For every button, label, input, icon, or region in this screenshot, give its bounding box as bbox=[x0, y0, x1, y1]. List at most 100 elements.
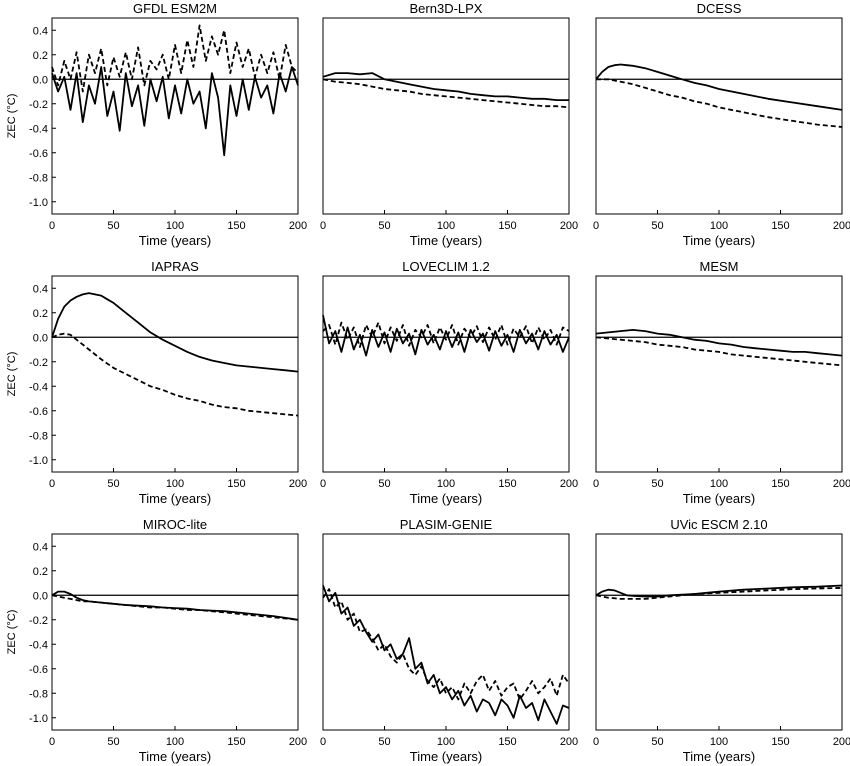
plot-frame bbox=[322, 275, 570, 473]
y-tick-label: -1.0 bbox=[29, 713, 48, 725]
y-tick-label: -1.0 bbox=[29, 197, 48, 209]
y-tick-label: 0.4 bbox=[33, 283, 48, 295]
y-tick-label: 0.0 bbox=[33, 74, 48, 86]
x-tick-label: 100 bbox=[166, 736, 184, 748]
panel-title: IAPRAS bbox=[151, 259, 199, 274]
x-tick-label: 50 bbox=[107, 736, 119, 748]
x-tick-label: 50 bbox=[651, 736, 663, 748]
x-tick-label: 150 bbox=[498, 220, 516, 232]
plot-frame bbox=[322, 533, 570, 731]
y-tick-label: 0.4 bbox=[33, 541, 48, 553]
panel-title: MESM bbox=[700, 259, 739, 274]
x-tick-label: 50 bbox=[107, 478, 119, 490]
x-tick-label: 0 bbox=[593, 478, 599, 490]
series-line-dashed bbox=[596, 78, 843, 128]
y-tick-label: -0.8 bbox=[29, 688, 48, 700]
y-tick-label: -0.2 bbox=[29, 357, 48, 369]
y-axis-label: ZEC (°C) bbox=[6, 610, 18, 655]
y-tick-label: 0.0 bbox=[33, 332, 48, 344]
y-tick-label: 0.2 bbox=[33, 308, 48, 320]
series-line-solid bbox=[51, 66, 299, 157]
x-tick-label: 150 bbox=[771, 220, 789, 232]
x-axis-label: Time (years) bbox=[139, 749, 211, 764]
x-tick-label: 150 bbox=[227, 220, 245, 232]
x-tick-label: 50 bbox=[651, 478, 663, 490]
series-line-solid bbox=[595, 328, 843, 357]
x-tick-label: 200 bbox=[560, 736, 578, 748]
x-tick-label: 100 bbox=[437, 478, 455, 490]
x-tick-label: 0 bbox=[593, 736, 599, 748]
series-line-dashed bbox=[595, 336, 843, 367]
series-line-dashed bbox=[51, 594, 299, 621]
y-tick-label: -0.6 bbox=[29, 148, 48, 160]
plot-frame bbox=[595, 533, 843, 731]
plot-frame bbox=[595, 275, 843, 473]
x-tick-label: 50 bbox=[378, 478, 390, 490]
x-tick-label: 150 bbox=[771, 478, 789, 490]
panel-title: PLASIM-GENIE bbox=[400, 517, 493, 532]
x-axis-label: Time (years) bbox=[683, 491, 755, 506]
y-axis-label: ZEC (°C) bbox=[6, 94, 18, 139]
series-line-dashed bbox=[51, 24, 299, 93]
y-tick-label: -0.2 bbox=[29, 99, 48, 111]
series-line-dashed bbox=[322, 321, 570, 348]
x-tick-label: 150 bbox=[771, 736, 789, 748]
x-tick-label: 150 bbox=[227, 478, 245, 490]
series-line-dashed bbox=[322, 588, 570, 701]
series-line-solid bbox=[595, 63, 843, 111]
x-tick-label: 200 bbox=[289, 478, 307, 490]
x-tick-label: 50 bbox=[651, 220, 663, 232]
y-tick-label: 0.2 bbox=[33, 566, 48, 578]
y-tick-label: -0.4 bbox=[29, 381, 48, 393]
series-line-solid bbox=[51, 292, 299, 373]
panel-title: DCESS bbox=[697, 1, 742, 16]
x-tick-label: 0 bbox=[320, 478, 326, 490]
x-tick-label: 200 bbox=[560, 220, 578, 232]
series-line-dashed bbox=[595, 587, 843, 600]
plot-frame bbox=[51, 275, 299, 473]
x-tick-label: 100 bbox=[710, 478, 728, 490]
y-axis-label: ZEC (°C) bbox=[6, 352, 18, 397]
x-tick-label: 100 bbox=[437, 220, 455, 232]
y-tick-label: -1.0 bbox=[29, 455, 48, 467]
x-tick-label: 100 bbox=[166, 220, 184, 232]
panel-title: LOVECLIM 1.2 bbox=[402, 259, 489, 274]
plot-frame bbox=[51, 533, 299, 731]
x-axis-label: Time (years) bbox=[139, 233, 211, 248]
series-line-solid bbox=[322, 585, 570, 725]
series-line-dashed bbox=[51, 332, 299, 417]
y-tick-label: -0.8 bbox=[29, 430, 48, 442]
x-tick-label: 50 bbox=[378, 220, 390, 232]
x-tick-label: 0 bbox=[49, 478, 55, 490]
y-tick-label: -0.8 bbox=[29, 172, 48, 184]
series-line-dashed bbox=[322, 78, 570, 109]
plot-frame bbox=[595, 17, 843, 215]
x-tick-label: 100 bbox=[710, 736, 728, 748]
x-tick-label: 200 bbox=[560, 478, 578, 490]
x-tick-label: 100 bbox=[710, 220, 728, 232]
y-tick-label: 0.2 bbox=[33, 50, 48, 62]
x-axis-label: Time (years) bbox=[410, 491, 482, 506]
y-tick-label: -0.6 bbox=[29, 406, 48, 418]
y-tick-label: -0.4 bbox=[29, 123, 48, 135]
series-line-solid bbox=[595, 584, 843, 598]
x-axis-label: Time (years) bbox=[139, 491, 211, 506]
x-tick-label: 100 bbox=[166, 478, 184, 490]
panel-title: GFDL ESM2M bbox=[133, 1, 217, 16]
panel-title: MIROC-lite bbox=[143, 517, 207, 532]
x-axis-label: Time (years) bbox=[410, 749, 482, 764]
x-tick-label: 200 bbox=[833, 478, 850, 490]
y-tick-label: 0.4 bbox=[33, 25, 48, 37]
x-tick-label: 0 bbox=[49, 220, 55, 232]
x-tick-label: 50 bbox=[107, 220, 119, 232]
y-tick-label: -0.2 bbox=[29, 615, 48, 627]
x-tick-label: 150 bbox=[498, 736, 516, 748]
x-tick-label: 0 bbox=[593, 220, 599, 232]
series-line-solid bbox=[322, 315, 570, 357]
x-tick-label: 200 bbox=[289, 736, 307, 748]
y-tick-label: -0.6 bbox=[29, 664, 48, 676]
x-tick-label: 150 bbox=[227, 736, 245, 748]
x-tick-label: 100 bbox=[437, 736, 455, 748]
y-tick-label: -0.4 bbox=[29, 639, 48, 651]
